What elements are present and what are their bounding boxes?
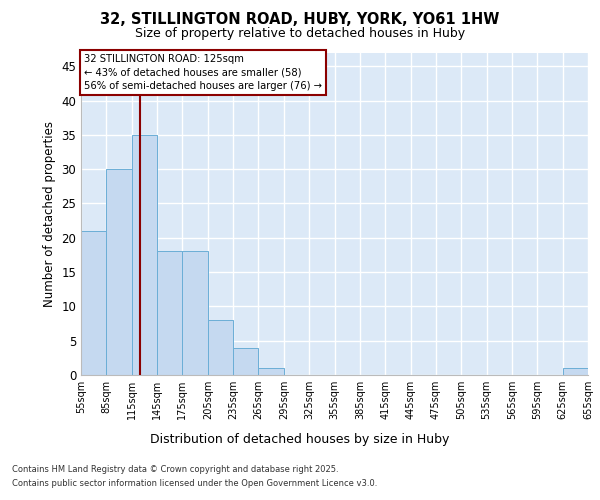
Y-axis label: Number of detached properties: Number of detached properties	[43, 120, 56, 306]
Bar	[132, 135, 157, 375]
Bar	[157, 252, 182, 375]
Text: Contains HM Land Registry data © Crown copyright and database right 2025.: Contains HM Land Registry data © Crown c…	[12, 466, 338, 474]
Text: 32 STILLINGTON ROAD: 125sqm
← 43% of detached houses are smaller (58)
56% of sem: 32 STILLINGTON ROAD: 125sqm ← 43% of det…	[83, 54, 322, 90]
Bar	[81, 231, 106, 375]
Bar	[106, 169, 132, 375]
Text: Contains public sector information licensed under the Open Government Licence v3: Contains public sector information licen…	[12, 479, 377, 488]
Text: Distribution of detached houses by size in Huby: Distribution of detached houses by size …	[151, 432, 449, 446]
Bar	[259, 368, 284, 375]
Bar	[208, 320, 233, 375]
Bar	[563, 368, 588, 375]
Bar	[182, 252, 208, 375]
Bar	[233, 348, 259, 375]
Text: 32, STILLINGTON ROAD, HUBY, YORK, YO61 1HW: 32, STILLINGTON ROAD, HUBY, YORK, YO61 1…	[100, 12, 500, 28]
Text: Size of property relative to detached houses in Huby: Size of property relative to detached ho…	[135, 28, 465, 40]
